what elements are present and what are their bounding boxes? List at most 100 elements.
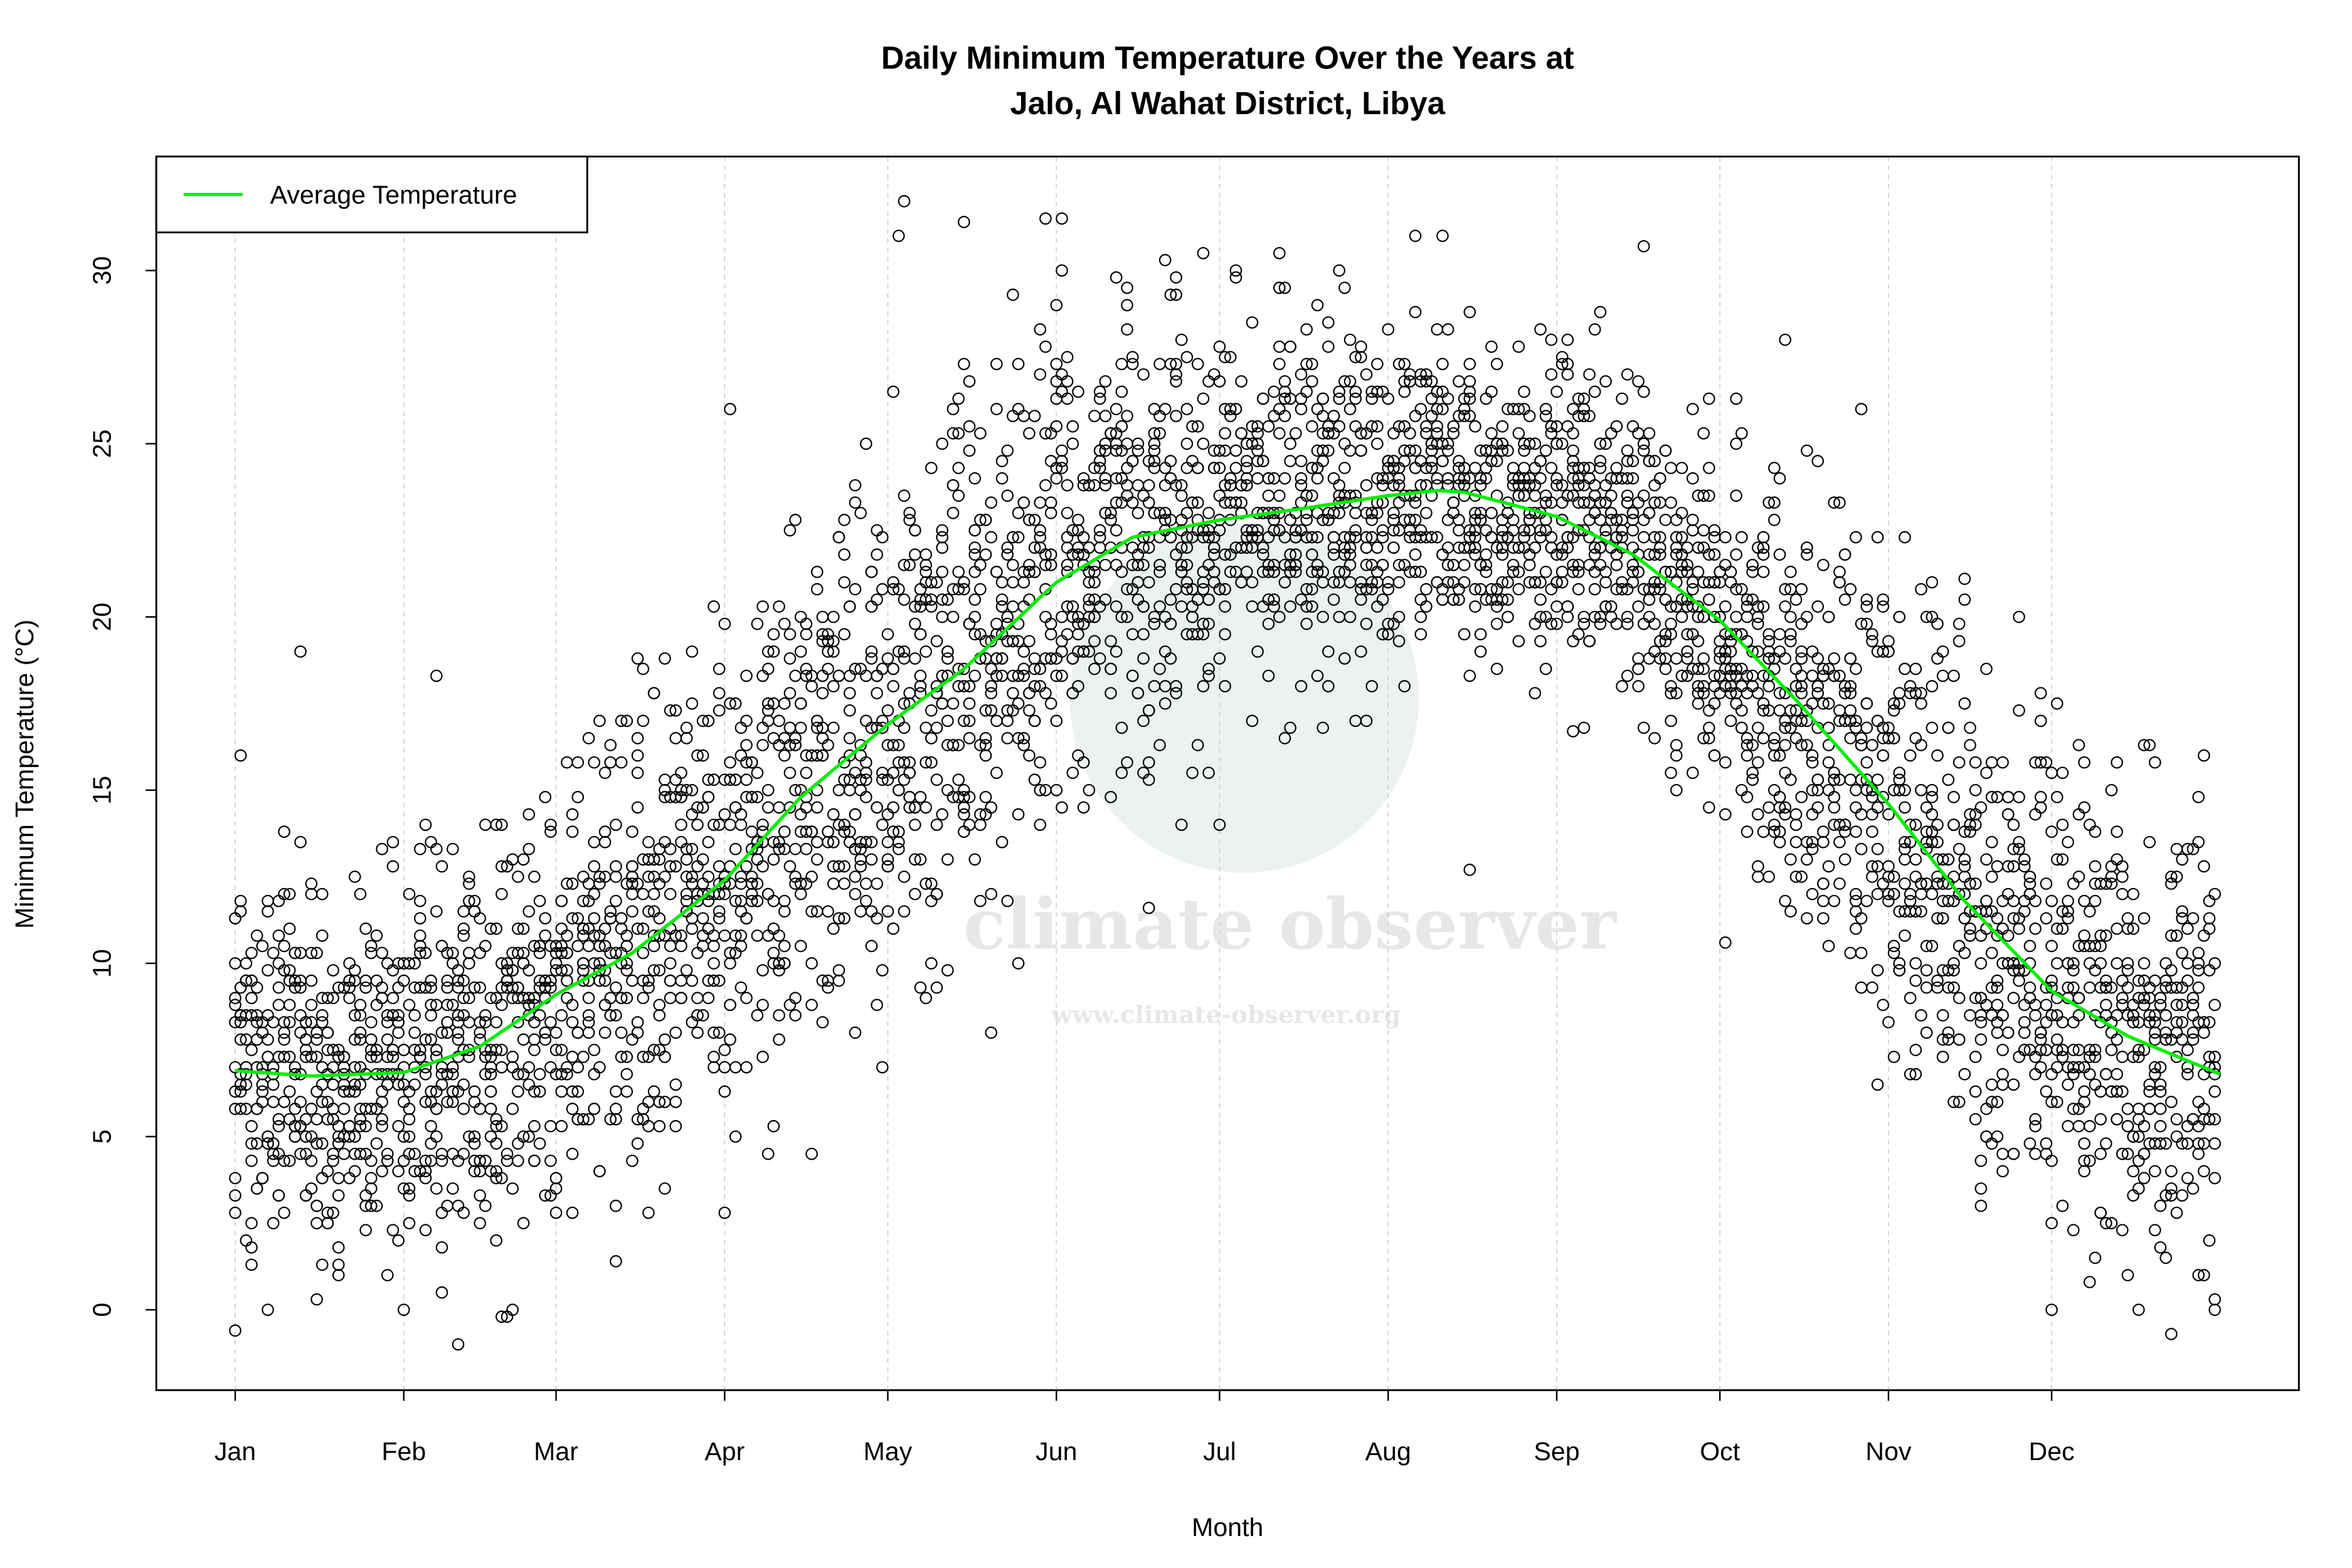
data-point [2181, 957, 2194, 970]
data-point [729, 801, 742, 814]
data-point [751, 1009, 764, 1022]
data-point [647, 964, 660, 977]
data-point [712, 905, 726, 918]
data-point [2029, 1051, 2042, 1063]
data-point [533, 894, 546, 908]
data-point [893, 842, 905, 856]
data-point [381, 957, 394, 970]
data-point [893, 739, 905, 751]
data-point [800, 669, 813, 682]
data-point [789, 1009, 802, 1022]
data-point [262, 894, 274, 908]
data-point [1811, 687, 1825, 699]
data-point [686, 784, 699, 797]
data-point [751, 617, 764, 630]
data-point [539, 1033, 552, 1046]
data-point [827, 835, 840, 849]
data-point [930, 576, 943, 589]
data-point [1904, 887, 1917, 901]
data-point [2137, 1120, 2151, 1133]
data-point [1137, 600, 1150, 613]
data-point [386, 1224, 400, 1237]
data-point [1474, 472, 1487, 485]
data-point [2111, 853, 2123, 866]
data-point [1278, 385, 1291, 398]
data-point [1773, 749, 1786, 762]
data-point [1545, 427, 1558, 440]
data-point [1599, 600, 1612, 613]
data-point [441, 946, 453, 960]
data-point [1768, 732, 1781, 744]
data-point [718, 1206, 731, 1219]
data-point [1855, 617, 1868, 630]
data-point [794, 697, 807, 710]
data-point [528, 1033, 541, 1046]
data-point [229, 1172, 241, 1185]
data-point [1322, 444, 1335, 457]
data-point [2084, 1155, 2096, 1167]
data-point [457, 992, 470, 1005]
data-point [1110, 558, 1123, 571]
data-point [620, 957, 633, 970]
data-point [773, 964, 785, 977]
data-point [659, 773, 671, 787]
data-point [539, 929, 552, 942]
data-point [1056, 462, 1068, 474]
data-point [773, 1009, 785, 1022]
data-point [2149, 1224, 2161, 1237]
data-point [1899, 784, 1911, 797]
data-point [1469, 583, 1481, 596]
data-point [593, 714, 606, 728]
data-point [1409, 489, 1422, 502]
data-point [1811, 600, 1825, 613]
data-point [272, 894, 285, 908]
data-point [348, 1130, 361, 1143]
data-point [1740, 669, 1754, 682]
data-point [832, 669, 845, 682]
data-point [1131, 479, 1145, 492]
data-point [1093, 392, 1106, 405]
data-point [1028, 662, 1041, 675]
data-point [2100, 1067, 2112, 1081]
data-point [1915, 583, 1927, 596]
data-point [2186, 999, 2200, 1012]
data-point [1284, 437, 1296, 450]
data-point [805, 957, 818, 970]
data-point [1833, 669, 1846, 682]
data-point [832, 531, 845, 544]
data-point [1670, 514, 1683, 526]
data-point [761, 1147, 775, 1160]
data-point [686, 871, 699, 883]
data-point [1441, 541, 1454, 554]
data-point [310, 1085, 323, 1098]
data-point [615, 1026, 628, 1039]
data-point [1784, 704, 1797, 717]
data-point [2186, 1113, 2200, 1126]
data-point [2040, 1147, 2053, 1160]
data-point [457, 1103, 470, 1115]
data-point [1931, 835, 1944, 849]
data-point [800, 766, 813, 779]
data-point [1447, 427, 1460, 440]
data-point [1632, 375, 1645, 388]
data-point [1740, 687, 1754, 699]
data-point [1202, 617, 1215, 630]
data-point [712, 662, 726, 675]
data-point [816, 610, 829, 623]
data-point [1757, 541, 1770, 554]
data-point [506, 964, 519, 977]
data-point [1349, 507, 1362, 519]
data-point [1871, 842, 1884, 856]
data-point [1599, 576, 1612, 589]
data-point [267, 1078, 280, 1091]
data-point [1687, 403, 1699, 416]
data-point [1273, 282, 1286, 294]
data-point [1616, 531, 1628, 544]
data-point [2029, 1120, 2042, 1133]
data-point [1077, 531, 1090, 544]
data-point [1110, 496, 1123, 509]
data-point [827, 680, 840, 692]
data-point [1017, 662, 1030, 675]
data-point [1866, 635, 1878, 648]
data-point [740, 669, 753, 682]
